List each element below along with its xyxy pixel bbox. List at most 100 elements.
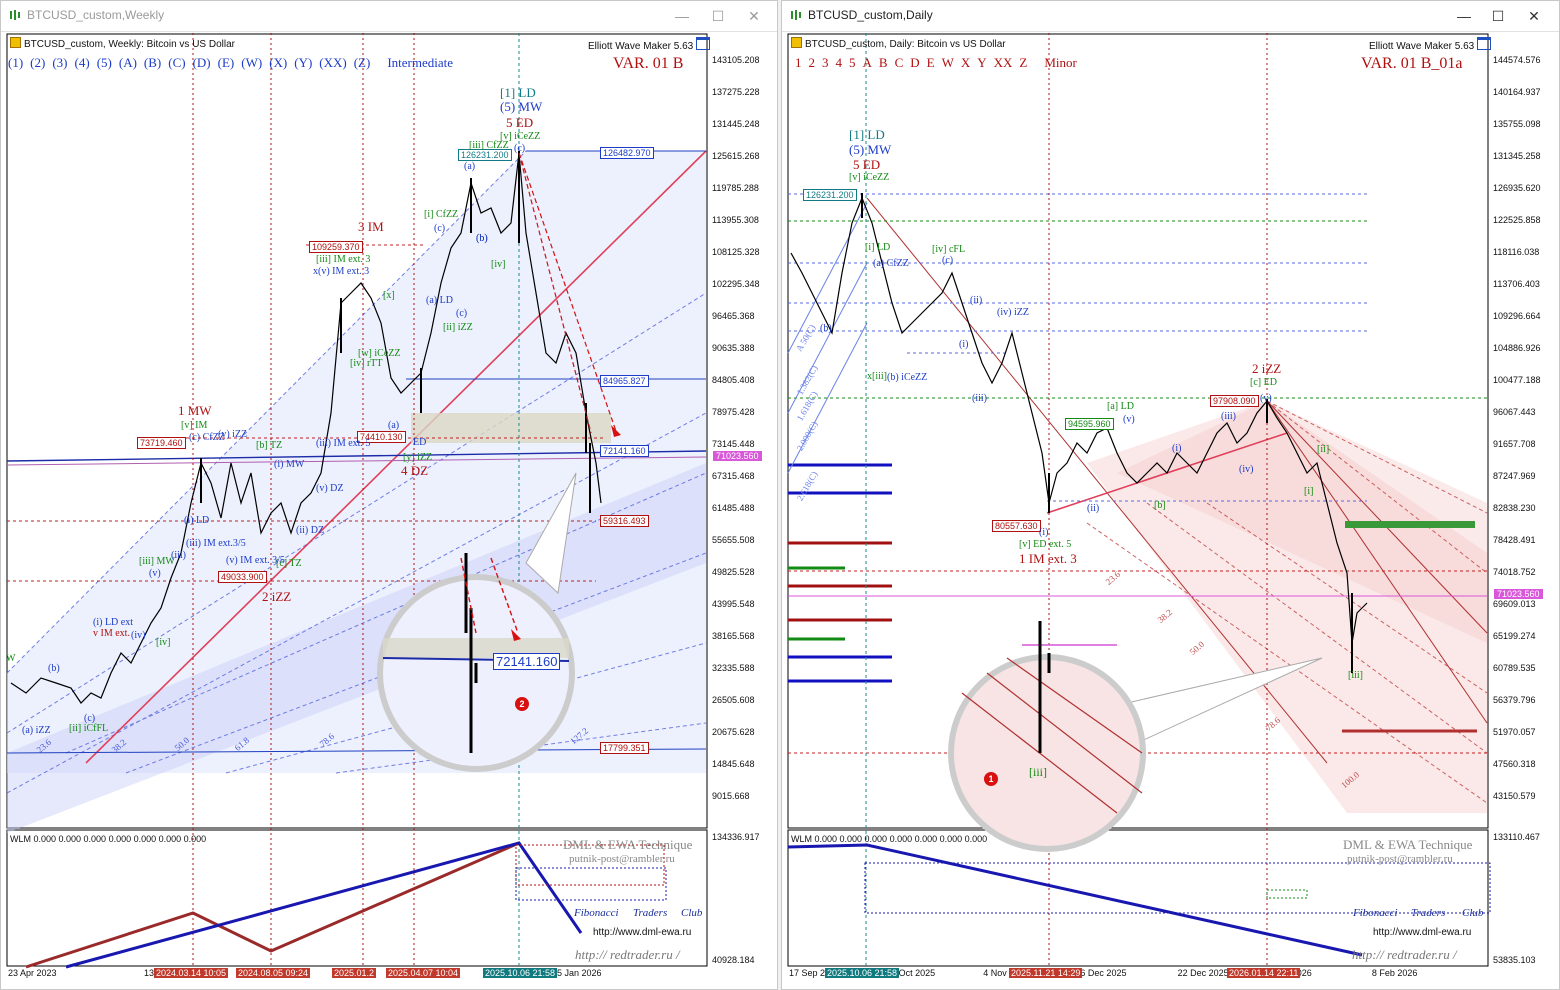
weekly-brand-email: putnik-post@rambler.ru: [569, 853, 675, 865]
weekly-titlebar[interactable]: BTCUSD_custom,Weekly — ☐ ✕: [1, 1, 777, 32]
degree-4[interactable]: (5): [96, 55, 112, 70]
close-button[interactable]: ✕: [748, 8, 760, 24]
degree-0[interactable]: (1): [8, 55, 24, 70]
price-tick: 131345.258: [1493, 151, 1541, 161]
daily-pitchfork-dashed: [1086, 400, 1488, 804]
weekly-brand-url[interactable]: http://www.dml-ewa.ru: [593, 927, 692, 938]
wave-label: (b) iCeZZ: [887, 372, 928, 383]
weekly-chart-canvas[interactable]: [6, 33, 774, 990]
wave-label: 1 MW: [178, 403, 212, 418]
wave-label: (i): [1172, 443, 1182, 454]
daily-brand-redtrader[interactable]: http:// redtrader.ru /: [1352, 947, 1457, 962]
wave-label: (ii): [970, 295, 983, 306]
degree-10[interactable]: (W): [241, 55, 263, 70]
price-tick: 49825.528: [712, 567, 755, 577]
wave-label: (i) MW: [274, 459, 305, 470]
degree-8[interactable]: (D): [192, 55, 211, 70]
degree-5[interactable]: (A): [118, 55, 137, 70]
wave-label: [iv] rTT: [350, 358, 383, 369]
wlm-box-blue: [515, 867, 667, 901]
price-tick: 65199.274: [1493, 631, 1536, 641]
weekly-chart-window[interactable]: BTCUSD_custom,Weekly — ☐ ✕: [0, 0, 778, 990]
degree-1[interactable]: 2: [808, 55, 816, 70]
degree-3[interactable]: 4: [835, 55, 843, 70]
price-tick: 82838.230: [1493, 503, 1536, 513]
wave-label: (iv): [1239, 464, 1254, 475]
time-tick: 23 Apr 2023: [8, 968, 57, 978]
wave-label: x(v) IM ext. 3: [313, 266, 370, 277]
degree-14[interactable]: Z: [1019, 55, 1028, 70]
degree-name: Intermediate: [387, 55, 454, 70]
price-tick: 102295.348: [712, 279, 760, 289]
price-box: 74410.130: [357, 431, 406, 443]
wave-label: (a) CfZZ: [873, 258, 909, 269]
daily-chart-canvas[interactable]: [787, 33, 1556, 990]
daily-brand-url[interactable]: http://www.dml-ewa.ru: [1373, 927, 1472, 938]
time-badge: 2026.01.14 22:11: [1227, 968, 1301, 978]
weekly-projection-arrows: [518, 152, 617, 434]
daily-chart-area[interactable]: BTCUSD_custom, Daily: Bitcoin vs US Doll…: [787, 33, 1554, 989]
price-box: 80557.630: [992, 520, 1041, 532]
degree-13[interactable]: (XX): [319, 55, 347, 70]
daily-degree-selector[interactable]: 1 2 3 4 5 A B C D E W X Y XX Z Minor: [795, 55, 1084, 71]
weekly-chart-area[interactable]: BTCUSD_custom, Weekly: Bitcoin vs US Dol…: [6, 33, 772, 989]
wave-label: [iv]: [491, 259, 506, 270]
price-tick: 20675.628: [712, 727, 755, 737]
price-tick: 73145.448: [712, 439, 755, 449]
weekly-degree-selector[interactable]: (1) (2) (3) (4) (5) (A) (B) (C) (D) (E) (W) (X) (Y) (…: [8, 55, 460, 71]
price-box: 84965.827: [600, 375, 649, 387]
degree-8[interactable]: D: [910, 55, 920, 70]
maximize-button[interactable]: ☐: [1491, 8, 1505, 24]
degree-0[interactable]: 1: [795, 55, 802, 70]
degree-3[interactable]: (4): [74, 55, 90, 70]
degree-1[interactable]: (2): [30, 55, 46, 70]
degree-12[interactable]: (Y): [294, 55, 313, 70]
wave-label: (b): [820, 323, 832, 334]
wave-label: (c): [942, 255, 954, 266]
daily-chart-window[interactable]: BTCUSD_custom,Daily — ☐ ✕: [781, 0, 1560, 990]
degree-6[interactable]: B: [878, 55, 888, 70]
price-tick: 38165.568: [712, 631, 755, 641]
price-tick: 113706.403: [1493, 279, 1540, 289]
degree-5[interactable]: A: [862, 55, 872, 70]
wave-label: (c): [84, 713, 96, 724]
minimize-button[interactable]: —: [675, 8, 689, 24]
wave-label: (v): [149, 568, 161, 579]
price-tick: 69609.013: [1493, 599, 1536, 609]
degree-2[interactable]: 3: [822, 55, 829, 70]
daily-candle-bodies: [861, 193, 1353, 673]
wave-label: (i): [959, 339, 969, 350]
maximize-button[interactable]: ☐: [711, 8, 725, 24]
daily-current-price: 71023.560: [1494, 589, 1543, 599]
degree-10[interactable]: W: [941, 55, 954, 70]
price-tick: 43995.548: [712, 599, 755, 609]
minimize-button[interactable]: —: [1457, 8, 1471, 24]
degree-14[interactable]: (Z): [353, 55, 371, 70]
degree-13[interactable]: XX: [993, 55, 1013, 70]
price-tick: 9015.668: [712, 791, 750, 801]
weekly-brand-club: Club: [681, 907, 703, 919]
degree-6[interactable]: (B): [143, 55, 162, 70]
degree-9[interactable]: (E): [217, 55, 235, 70]
price-tick: 32335.588: [712, 663, 755, 673]
price-box: 49033.900: [218, 571, 267, 583]
degree-9[interactable]: E: [926, 55, 935, 70]
degree-12[interactable]: Y: [977, 55, 987, 70]
daily-titlebar[interactable]: BTCUSD_custom,Daily — ☐ ✕: [782, 1, 1559, 32]
wave-label: (ii): [1087, 503, 1100, 514]
weekly-window-title: BTCUSD_custom,Weekly: [27, 8, 165, 22]
degree-4[interactable]: 5: [849, 55, 856, 70]
zoom-arrows: [460, 557, 519, 634]
degree-7[interactable]: (C): [168, 55, 186, 70]
degree-11[interactable]: X: [960, 55, 971, 70]
degree-11[interactable]: (X): [269, 55, 288, 70]
wave-label: [iii] IM ext. 3: [316, 254, 371, 265]
degree-7[interactable]: C: [894, 55, 904, 70]
wlm-blue-line: [787, 843, 1363, 957]
weekly-chart-header: BTCUSD_custom, Weekly: Bitcoin vs US Dol…: [10, 37, 235, 50]
close-button[interactable]: ✕: [1528, 8, 1540, 24]
wave-label: [1] LD: [500, 85, 536, 100]
degree-2[interactable]: (3): [52, 55, 68, 70]
price-box: 97908.090: [1210, 395, 1259, 407]
weekly-brand-redtrader[interactable]: http:// redtrader.ru /: [575, 947, 680, 962]
